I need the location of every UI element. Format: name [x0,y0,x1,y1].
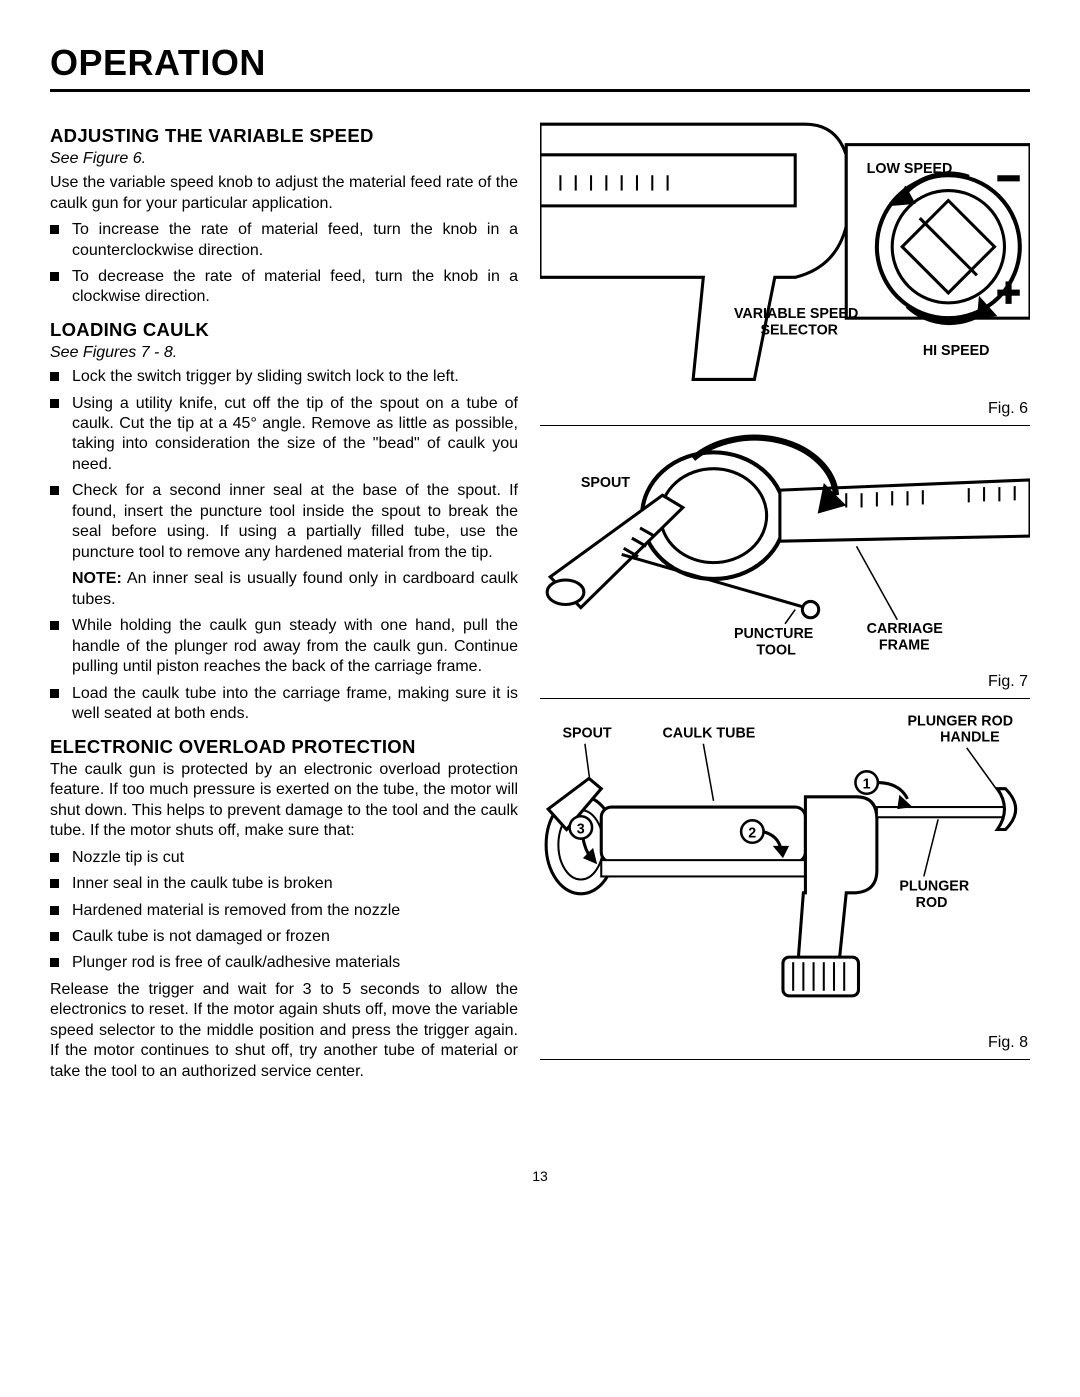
list-item: Using a utility knife, cut off the tip o… [50,394,518,476]
svg-text:3: 3 [577,822,585,838]
see-figure-ref: See Figures 7 - 8. [50,343,518,363]
list-item: Check for a second inner seal at the bas… [50,481,518,563]
figure-8-caption: Fig. 8 [540,1030,1030,1055]
list-item: Caulk tube is not damaged or frozen [50,927,518,947]
figure-7-illustration: SPOUT PUNCTURE TOOL CARRIAGE FRAME [540,434,1030,664]
label-plunger: PLUNGER [899,879,970,895]
label-rod: ROD [916,895,948,911]
figure-7-caption: Fig. 7 [540,669,1030,694]
label-plunger-rod: PLUNGER ROD [907,714,1013,730]
figure-column: LOW SPEED HI SPEED VARIABLE SPEED SELECT… [540,114,1030,1088]
list-item: Inner seal in the caulk tube is broken [50,874,518,894]
bullet-list: Lock the switch trigger by sliding switc… [50,367,518,563]
list-item: Plunger rod is free of caulk/adhesive ma… [50,953,518,973]
list-item: While holding the caulk gun steady with … [50,616,518,677]
label-caulk-tube: CAULK TUBE [663,726,756,742]
two-column-layout: ADJUSTING THE VARIABLE SPEED See Figure … [50,114,1030,1088]
list-item: To increase the rate of material feed, t… [50,220,518,261]
outro-paragraph: Release the trigger and wait for 3 to 5 … [50,980,518,1082]
heading-loading-caulk: LOADING CAULK [50,318,518,341]
figure-6-illustration: LOW SPEED HI SPEED VARIABLE SPEED SELECT… [540,114,1030,390]
see-figure-ref: See Figure 6. [50,149,518,169]
text-column: ADJUSTING THE VARIABLE SPEED See Figure … [50,114,518,1088]
list-item: Hardened material is removed from the no… [50,901,518,921]
figure-6-caption: Fig. 6 [540,396,1030,421]
note-paragraph: NOTE: An inner seal is usually found onl… [50,569,518,610]
label-selector: SELECTOR [761,323,839,339]
page-number: 13 [50,1168,1030,1186]
note-label: NOTE: [72,570,122,587]
label-hi-speed: HI SPEED [923,343,990,359]
label-spout: SPOUT [562,726,611,742]
label-carriage: CARRIAGE [867,621,943,637]
bullet-list: Nozzle tip is cut Inner seal in the caul… [50,848,518,974]
note-text: An inner seal is usually found only in c… [72,570,518,607]
list-item: Nozzle tip is cut [50,848,518,868]
svg-text:1: 1 [863,777,871,793]
label-frame: FRAME [879,637,930,653]
figure-6-panel: LOW SPEED HI SPEED VARIABLE SPEED SELECT… [540,114,1030,426]
heading-overload: ELECTRONIC OVERLOAD PROTECTION [50,735,518,758]
label-variable-speed: VARIABLE SPEED [734,306,858,322]
list-item: Lock the switch trigger by sliding switc… [50,367,518,387]
figure-7-panel: SPOUT PUNCTURE TOOL CARRIAGE FRAME Fig. … [540,434,1030,700]
list-item: To decrease the rate of material feed, t… [50,267,518,308]
svg-text:2: 2 [748,826,756,842]
intro-paragraph: Use the variable speed knob to adjust th… [50,173,518,214]
label-low-speed: LOW SPEED [867,161,953,177]
intro-paragraph: The caulk gun is protected by an electro… [50,760,518,842]
heading-variable-speed: ADJUSTING THE VARIABLE SPEED [50,124,518,147]
label-spout: SPOUT [581,475,630,491]
list-item: Load the caulk tube into the carriage fr… [50,684,518,725]
page-title: OPERATION [50,40,1030,92]
bullet-list: To increase the rate of material feed, t… [50,220,518,308]
bullet-list: While holding the caulk gun steady with … [50,616,518,724]
label-puncture: PUNCTURE [734,626,813,642]
label-tool: TOOL [756,642,796,658]
figure-8-illustration: SPOUT CAULK TUBE PLUNGER ROD HANDLE [540,707,1030,1023]
figure-8-panel: SPOUT CAULK TUBE PLUNGER ROD HANDLE [540,707,1030,1059]
label-handle: HANDLE [940,730,1000,746]
